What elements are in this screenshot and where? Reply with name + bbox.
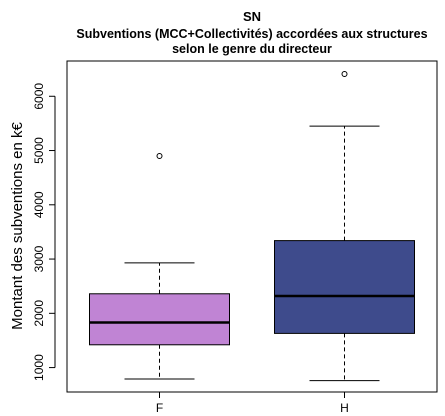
- chart-subtitle-line-2: selon le genre du directeur: [172, 42, 332, 56]
- box-H: [274, 240, 415, 334]
- chart-subtitle-line-1: Subventions (MCC+Collectivités) accordée…: [76, 27, 427, 41]
- y-tick-label-6000: 6000: [32, 83, 46, 110]
- y-tick-label-4000: 4000: [32, 191, 46, 218]
- outlier-point-H-0: [341, 71, 348, 78]
- y-axis-label: Montant des subventions en k€: [9, 122, 26, 330]
- chart-marks: 1000 2000 3000 4000 5000 6000 F H: [32, 71, 415, 415]
- outlier-point-F-0: [156, 152, 163, 159]
- box-F: [89, 293, 230, 346]
- y-tick-label-5000: 5000: [32, 137, 46, 164]
- plot-frame: [66, 60, 438, 393]
- y-tick-label-3000: 3000: [32, 245, 46, 272]
- x-tick-label-H: H: [340, 401, 349, 415]
- y-tick-label-1000: 1000: [32, 354, 46, 381]
- x-tick-label-F: F: [156, 401, 163, 415]
- y-tick-label-2000: 2000: [32, 300, 46, 327]
- chart-title: SN: [243, 9, 261, 24]
